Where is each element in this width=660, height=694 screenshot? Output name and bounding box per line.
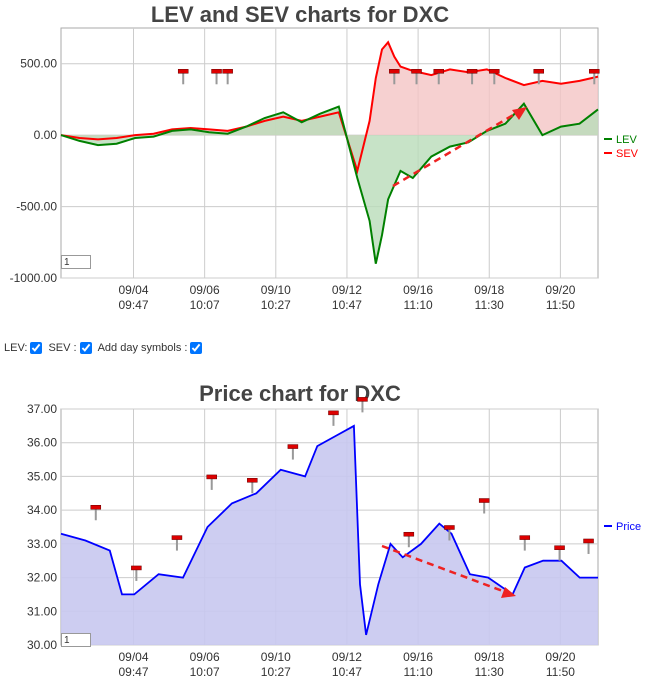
legend-label: Price [616, 521, 641, 533]
y-tick-label: 33.00 [27, 537, 57, 551]
day-symbols-checkbox[interactable] [190, 342, 203, 354]
x-tick-date: 09/06 [190, 650, 220, 664]
x-tick-time: 10:47 [332, 665, 362, 679]
day-marker [389, 69, 400, 85]
day-symbols-toggle-label: Add day symbols : [97, 342, 188, 354]
y-tick-label: 35.00 [27, 469, 57, 483]
day-marker [177, 69, 189, 85]
x-tick-date: 09/18 [474, 650, 504, 664]
x-tick-time: 11:50 [546, 298, 575, 312]
day-marker [411, 69, 422, 85]
plot-area [60, 27, 599, 279]
day-marker [287, 444, 299, 460]
x-tick-time: 11:30 [475, 298, 504, 312]
day-marker [554, 545, 565, 561]
day-marker [466, 69, 478, 85]
day-marker [171, 535, 183, 551]
y-tick-label: 500.00 [20, 57, 57, 71]
day-marker [583, 538, 594, 554]
day-marker [403, 531, 415, 548]
x-tick-date: 09/04 [118, 650, 148, 664]
trend-arrowhead [512, 107, 527, 120]
x-tick-time: 10:07 [190, 298, 220, 312]
x-tick-date: 09/20 [545, 283, 575, 297]
day-marker [433, 69, 445, 85]
x-tick-time: 10:27 [261, 298, 291, 312]
trend-arrowhead [501, 587, 516, 598]
day-marker [444, 525, 455, 541]
lev-chart-page-input[interactable]: 1 [61, 255, 91, 269]
x-tick-time: 11:10 [404, 298, 433, 312]
day-marker [90, 505, 102, 521]
series-toggle-controls: LEV: SEV : Add day symbols : [4, 342, 205, 354]
y-tick-label: 31.00 [27, 604, 57, 618]
day-marker [328, 410, 339, 426]
y-tick-label: -500.00 [16, 200, 57, 214]
day-marker [533, 69, 544, 85]
x-tick-date: 09/04 [118, 283, 148, 297]
day-marker [206, 474, 217, 490]
day-marker [489, 69, 500, 85]
x-tick-date: 09/12 [332, 283, 362, 297]
price-chart-page-input[interactable]: 1 [61, 633, 91, 647]
chart-title: LEV and SEV charts for DXC [151, 2, 449, 27]
x-tick-time: 11:30 [475, 665, 504, 679]
lev-sev-chart: LEV and SEV charts for DXC -1000.00 -500.0… [10, 2, 639, 312]
legend-label: LEV [616, 134, 637, 146]
x-tick-date: 09/16 [403, 650, 433, 664]
y-tick-label: -1000.00 [10, 271, 58, 285]
sev-toggle-label: SEV : [48, 342, 77, 354]
sev-area [61, 42, 598, 171]
x-tick-date: 09/10 [261, 650, 291, 664]
legend-label: SEV [616, 148, 639, 160]
sev-checkbox[interactable] [79, 342, 92, 354]
x-tick-date: 09/10 [261, 283, 291, 297]
lev-line [60, 102, 599, 264]
x-tick-time: 10:07 [190, 665, 220, 679]
chart-title: Price chart for DXC [199, 381, 401, 406]
x-tick-date: 09/16 [403, 283, 433, 297]
day-marker [478, 498, 490, 514]
y-tick-label: 36.00 [27, 436, 57, 450]
y-tick-label: 32.00 [27, 571, 57, 585]
day-marker [222, 69, 233, 85]
y-tick-label: 0.00 [34, 128, 58, 142]
x-tick-date: 09/20 [545, 650, 575, 664]
price-area [61, 425, 598, 645]
y-tick-label: 34.00 [27, 503, 57, 517]
day-marker [519, 535, 531, 551]
trend-arrow [392, 109, 521, 188]
x-tick-time: 10:47 [332, 298, 362, 312]
x-tick-date: 09/12 [332, 650, 362, 664]
sev-line [60, 40, 599, 175]
x-tick-time: 09:47 [118, 298, 148, 312]
x-tick-time: 11:50 [546, 665, 575, 679]
lev-toggle-label: LEV: [4, 342, 28, 354]
day-marker [211, 69, 222, 85]
x-tick-date: 09/18 [474, 283, 504, 297]
y-tick-label: 37.00 [27, 402, 57, 416]
day-marker [247, 478, 258, 494]
day-marker [357, 397, 368, 413]
x-tick-time: 10:27 [261, 665, 291, 679]
x-tick-time: 11:10 [404, 665, 433, 679]
x-tick-time: 09:47 [118, 665, 148, 679]
lev-checkbox[interactable] [30, 342, 43, 354]
trend-arrow [381, 544, 509, 595]
y-tick-label: 30.00 [27, 638, 57, 652]
day-marker [131, 565, 142, 581]
day-marker [589, 69, 600, 85]
x-tick-date: 09/06 [190, 283, 220, 297]
price-chart: Price chart for DXC 30.00 31.00 32.00 33.00 3… [27, 381, 641, 679]
